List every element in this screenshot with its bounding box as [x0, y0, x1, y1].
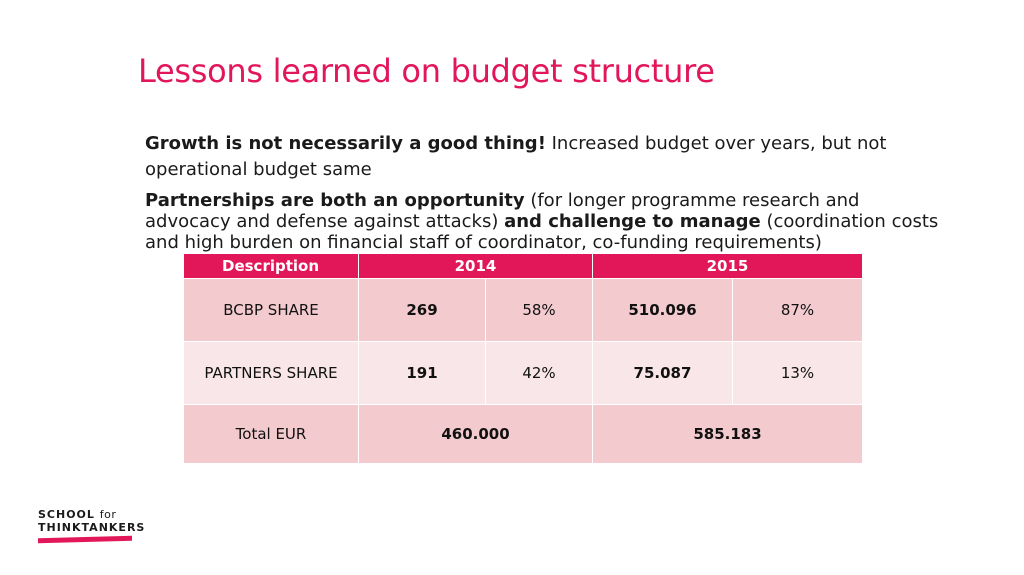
point-growth-bold: Growth is not necessarily a good thing!	[145, 133, 546, 154]
logo-underline-bar	[38, 535, 132, 544]
point-partnerships: Partnerships are both an opportunity (fo…	[145, 190, 945, 253]
row-label: PARTNERS SHARE	[183, 341, 359, 405]
percent-2014: 42%	[485, 341, 593, 405]
point-partnerships-bold-1: Partnerships are both an opportunity	[145, 190, 525, 211]
table-header-row: Description 2014 2015	[183, 253, 863, 279]
table-row: BCBP SHARE 269 58% 510.096 87%	[183, 278, 863, 342]
logo-thinktankers: THINKTANKERS	[38, 521, 146, 534]
value-2014: 269	[358, 278, 486, 342]
header-2015: 2015	[592, 253, 863, 279]
value-2015: 75.087	[592, 341, 733, 405]
percent-2015: 13%	[732, 341, 863, 405]
table-row: PARTNERS SHARE 191 42% 75.087 13%	[183, 341, 863, 405]
header-2014: 2014	[358, 253, 593, 279]
logo-school: SCHOOL	[38, 508, 95, 521]
percent-2015: 87%	[732, 278, 863, 342]
logo-for: for	[99, 508, 117, 521]
point-partnerships-text-2: (coordination costs and high burden on f…	[145, 211, 939, 253]
school-logo: SCHOOL for THINKTANKERS	[38, 508, 145, 534]
row-label: BCBP SHARE	[183, 278, 359, 342]
value-2014: 191	[358, 341, 486, 405]
slide-title: Lessons learned on budget structure	[138, 52, 715, 90]
point-growth: Growth is not necessarily a good thing! …	[145, 131, 945, 183]
point-partnerships-bold-2: and challenge to manage	[504, 211, 761, 232]
total-2015: 585.183	[592, 404, 863, 464]
value-2015: 510.096	[592, 278, 733, 342]
point-partnerships-text-1: (for longer programme research and advoc…	[145, 190, 860, 232]
point-growth-text: Increased budget over years, but not ope…	[145, 133, 887, 180]
budget-table: Description 2014 2015 BCBP SHARE 269 58%…	[183, 253, 863, 464]
header-description: Description	[183, 253, 359, 279]
total-label: Total EUR	[183, 404, 359, 464]
percent-2014: 58%	[485, 278, 593, 342]
total-2014: 460.000	[358, 404, 593, 464]
table-total-row: Total EUR 460.000 585.183	[183, 404, 863, 464]
